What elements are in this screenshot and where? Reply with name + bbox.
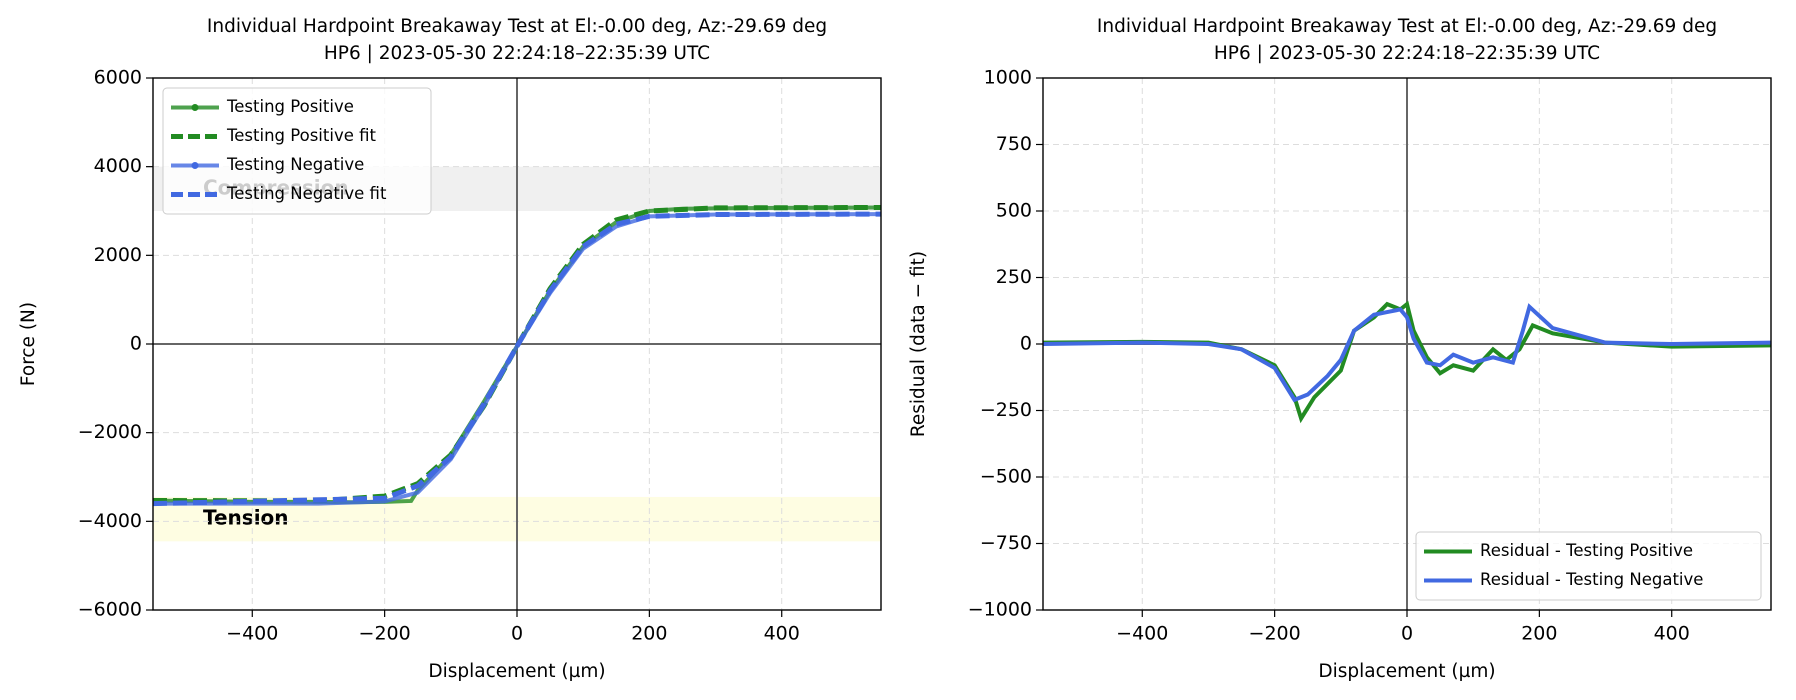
x-tick-label: −200	[359, 623, 411, 645]
y-axis-label: Residual (data − fit)	[908, 251, 929, 437]
legend-marker	[191, 104, 199, 111]
legend-label: Testing Negative	[226, 155, 364, 174]
y-tick-label: 0	[1020, 333, 1032, 355]
x-axis-label: Displacement (µm)	[428, 661, 605, 682]
x-tick-label: 400	[1654, 623, 1690, 645]
chart-subtitle: HP6 | 2023-05-30 22:24:18–22:35:39 UTC	[324, 43, 710, 64]
band-label: Tension	[203, 506, 289, 530]
legend-box	[162, 87, 432, 215]
x-tick-label: 0	[1401, 623, 1413, 645]
legend-marker	[191, 162, 199, 169]
x-tick-label: −200	[1249, 623, 1301, 645]
legend-label: Residual - Testing Negative	[1480, 570, 1703, 589]
legend-box	[1415, 531, 1762, 601]
x-axis-label: Displacement (µm)	[1318, 661, 1495, 682]
legend-label: Testing Positive fit	[226, 126, 376, 145]
y-tick-label: 6000	[94, 67, 142, 89]
chart-title: Individual Hardpoint Breakaway Test at E…	[1097, 16, 1717, 37]
y-tick-label: 2000	[94, 244, 142, 266]
x-tick-label: −400	[226, 623, 278, 645]
chart-title: Individual Hardpoint Breakaway Test at E…	[207, 16, 827, 37]
series-line	[1043, 303, 1771, 403]
y-tick-label: 0	[130, 333, 142, 355]
x-tick-label: 400	[764, 623, 800, 645]
y-tick-label: 500	[996, 200, 1032, 222]
x-tick-label: −400	[1116, 623, 1168, 645]
y-tick-label: 1000	[984, 67, 1032, 89]
legend-label: Testing Negative fit	[226, 184, 387, 203]
plot-frame	[152, 77, 882, 611]
y-tick-label: 250	[996, 266, 1032, 288]
x-tick-label: 0	[511, 623, 523, 645]
x-tick-label: 200	[631, 623, 667, 645]
y-tick-label: −4000	[78, 510, 142, 532]
y-axis-label: Force (N)	[18, 302, 39, 386]
y-tick-label: 4000	[94, 155, 142, 177]
chart-subtitle: HP6 | 2023-05-30 22:24:18–22:35:39 UTC	[1214, 43, 1600, 64]
legend-label: Testing Positive	[226, 97, 354, 116]
x-tick-label: 200	[1521, 623, 1557, 645]
series-line	[153, 211, 881, 507]
y-tick-label: −500	[980, 466, 1032, 488]
plot-frame	[1042, 77, 1772, 611]
y-tick-label: −1000	[968, 599, 1032, 621]
y-tick-label: −2000	[78, 421, 142, 443]
y-tick-label: −250	[980, 399, 1032, 421]
legend-label: Residual - Testing Positive	[1480, 541, 1693, 560]
y-tick-label: 750	[996, 133, 1032, 155]
y-tick-label: −6000	[78, 599, 142, 621]
y-tick-label: −750	[980, 532, 1032, 554]
